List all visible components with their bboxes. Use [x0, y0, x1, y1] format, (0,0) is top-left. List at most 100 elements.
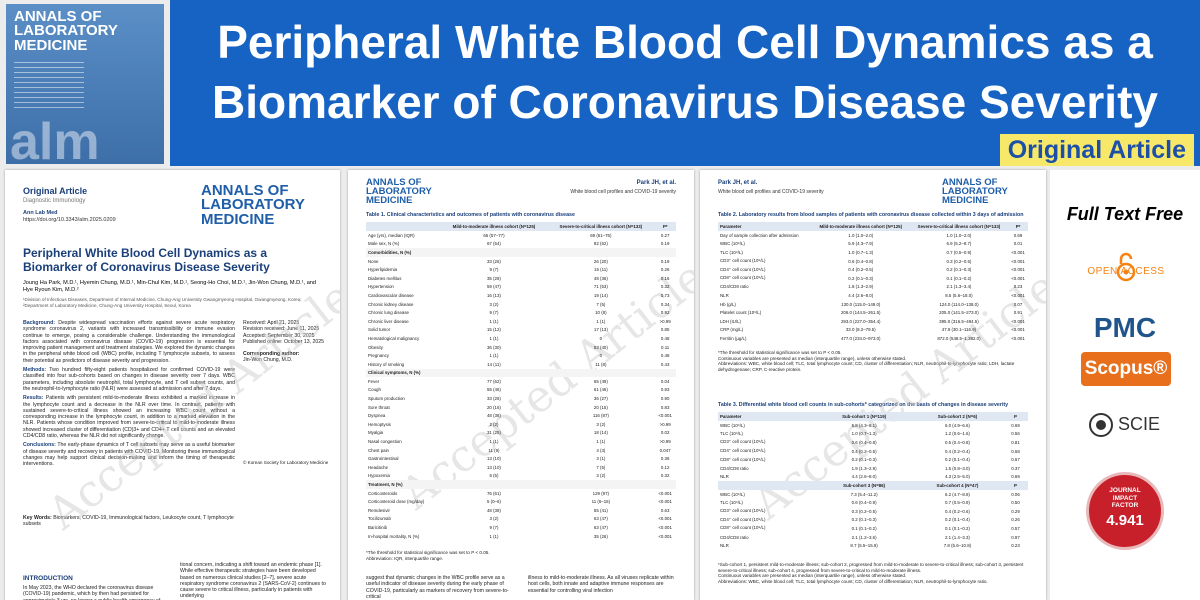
table-cell: 116 (87) [592, 413, 609, 419]
table-cell: Baricitinib [368, 524, 388, 530]
table-row: None 33 (26) 26 (20) 0.19 [366, 257, 676, 266]
table-cell: 2.1 (1.4–3.3) [944, 534, 970, 540]
table-row: Hb (g/L) 130.0 (115.0–149.0) 124.0 (114.0–… [718, 300, 1028, 309]
table-row: Chronic liver disease 1 (1) 1 (1) >0.99 [366, 317, 676, 326]
table-cell: 4.4 (2.6–8.0) [848, 292, 874, 298]
table-cell: 395.0 (316.5–494.5) [939, 318, 979, 324]
pmc-logo[interactable]: PMC [1093, 312, 1157, 343]
table-title: Table 3. Differential white blood cell c… [718, 402, 1009, 408]
table-cell: Myalgia [368, 430, 384, 436]
table-cell: Hematological malignancy [368, 335, 420, 341]
table-note: *Sub-cohort 1, persistent mild-to-modera… [718, 562, 1024, 573]
table-cell: 11 (8) [595, 361, 607, 367]
table-row: In-hospital mortality, N (%) 1 (1) 35 (26)… [366, 532, 676, 541]
table-cell: 0.19 [660, 241, 670, 247]
table-cell: CD3⁺ cell count (10⁹/L) [720, 439, 766, 445]
date-line: Published online: October 13, 2025 [243, 338, 325, 345]
table-head: Parameter Sub-cohort 1 (N=119) Sub-cohort … [718, 412, 1028, 421]
table-cell: 33.0 (8.2–79.5) [845, 327, 876, 333]
abstract-text: Two hundred fifty-eight patients hospita… [23, 367, 235, 392]
table-cell: 0.73 [660, 292, 670, 298]
table-cell: 7.3 (5.4–11.2) [850, 491, 878, 497]
table-cell: 0.4 (0.2–0.5) [848, 267, 874, 273]
table-cell: 31 (25) [486, 430, 501, 436]
table-header-row: Parameter Sub-cohort 1 (N=119) Sub-cohort … [718, 412, 1028, 421]
table-cell: Hypertension [368, 284, 394, 290]
table-row: CD3⁺ cell count (10⁹/L) 0.6 (0.4–0.8) 0.3 … [718, 257, 1028, 266]
table-cell: 0.6 (0.4–0.8) [848, 258, 874, 264]
table-cell: Chronic lung disease [368, 310, 410, 316]
table-cell: 48 (38) [486, 507, 501, 513]
table-cell: 0.26 [1011, 517, 1020, 523]
table-cell: 4.4 (2.6–8.0) [851, 474, 877, 480]
table-cell: 6.0 (4.9–6.6) [944, 422, 970, 428]
table-cell: Sore throat [368, 404, 390, 410]
intro-text: In May 2023, the WHO declared the corona… [23, 585, 160, 600]
table-cell: <0.001 [1011, 318, 1025, 324]
table-cell: 7 (5) [596, 301, 606, 307]
table-row: TLC (10⁹/L) 1.0 (0.7–1.3) 1.2 (0.6–1.6) 0.5… [718, 430, 1028, 439]
table-row: CRP (mg/L) 33.0 (8.2–79.5) 47.9 (30.1–116.… [718, 326, 1028, 335]
table-cell: 0.4 (0.2–0.6) [944, 508, 970, 514]
table-cell: 0.69 [1011, 422, 1020, 428]
table-cell: TLC (10⁹/L) [720, 249, 743, 255]
open-access-text: OPEN ACCESS [1087, 266, 1165, 277]
keywords: Key Words: Biomarkers, COVID-19, Immunol… [23, 515, 235, 528]
table-cell: Headache [368, 464, 389, 470]
table-cell: 0.43 [660, 361, 670, 367]
table-cell: <0.001 [658, 413, 672, 419]
table-row: History of smoking 14 (11) 11 (8) 0.43 [366, 360, 676, 369]
table-cell: Platelet count (10⁹/L) [720, 310, 762, 316]
table-cell: Chest pain [368, 447, 389, 453]
table-cell: 0.19 [660, 258, 670, 264]
table-cell: Hypoxemia [368, 473, 390, 479]
table-cell: History of smoking [368, 361, 405, 367]
table-row: WBC (10⁹/L) 5.8 (4.3–8.1) 6.0 (4.9–6.6) 0.6… [718, 421, 1028, 430]
corresponding-head: Corresponding author: [243, 351, 300, 358]
table-row: Hematological malignancy 1 (1) 0 0.48 [366, 334, 676, 343]
table-cell: 1.9 (1.3–2.9) [851, 465, 877, 471]
table-cell: 65 (49) [593, 378, 608, 384]
open-access-logo[interactable]: OPEN ACCESS [1080, 252, 1172, 286]
table-cell: 0.2 (0.1–0.3) [946, 267, 972, 273]
table-row: Hemoptysis 2 (2) 3 (2) >0.99 [366, 420, 676, 429]
table-cell: 0.047 [659, 447, 671, 453]
body-text: suggest that dynamic changes in the WBC … [366, 575, 509, 600]
table-notes: *The threshold for statistical significa… [718, 350, 1028, 372]
table-row: Gastrointestinal 13 (10) 3 (1) 0.36 [366, 454, 676, 463]
table-row: Pregnancy 1 (1) 0 0.48 [366, 351, 676, 360]
table-row: Tocilizumab 3 (2) 63 (47) <0.001 [366, 515, 676, 524]
scie-logo[interactable]: SCIE [1088, 410, 1178, 440]
table-row: Day of sample collection after admission… [718, 231, 1028, 240]
authors: Joung Ha Park, M.D.¹, Hyemin Chung, M.D.… [23, 280, 317, 293]
table-cell: 0.23 [1013, 284, 1023, 290]
table-cell: 69 (61–76) [590, 232, 612, 238]
table-cell: 1.0 (0.7–1.3) [851, 431, 877, 437]
table-cell: 63 (47) [593, 524, 608, 530]
header-title: Peripheral White Blood Cell Dynamics as … [212, 16, 1158, 128]
table-cell: 124.0 (114.0–138.0) [939, 301, 979, 307]
table-cell: 4.3 (2.5–5.0) [944, 474, 970, 480]
table-cell: 1 (1) [489, 439, 499, 445]
table-cell: <0.001 [1011, 249, 1025, 255]
table-note: *The threshold for statistical significa… [718, 350, 842, 355]
table-row: CD4/CD8 ratio 1.8 (1.3–2.9) 2.1 (1.3–3.4) 0… [718, 283, 1028, 292]
table-row: Headache 13 (10) 7 (5) 0.12 [366, 463, 676, 472]
table-cell: 129 (97) [592, 490, 610, 496]
table-cell: In-hospital mortality, N (%) [368, 533, 420, 539]
table-row: TLC (10⁹/L) 0.6 (0.4–0.9) 0.7 (0.5–0.9) 0.5… [718, 498, 1028, 507]
body-text: illness to mild-to-moderate illness. As … [528, 575, 674, 594]
abstract-section: Conclusions: The early-phase dynamics of… [23, 442, 235, 467]
table-row: CD4⁺ cell count (10⁹/L) 0.4 (0.2–0.5) 0.4 … [718, 447, 1028, 456]
table-row: Myalgia 31 (25) 18 (14) 0.02 [366, 429, 676, 438]
column-header: P* [1008, 222, 1028, 231]
table-cell: 48 (38) [486, 413, 501, 419]
table-cell: 0.07 [1013, 301, 1023, 307]
table-cell: 0.7 (0.5–0.9) [944, 500, 970, 506]
column-header: Sub-cohort 2 (N=6) [911, 412, 1004, 421]
scopus-logo[interactable]: Scopus® [1081, 352, 1171, 386]
table-cell: WBC (10⁹/L) [720, 491, 745, 497]
table-cell: None [368, 258, 379, 264]
table-cell: 0.5 (0.4–0.8) [944, 439, 970, 445]
table-row: Sputum production 33 (26) 36 (27) 0.90 [366, 394, 676, 403]
